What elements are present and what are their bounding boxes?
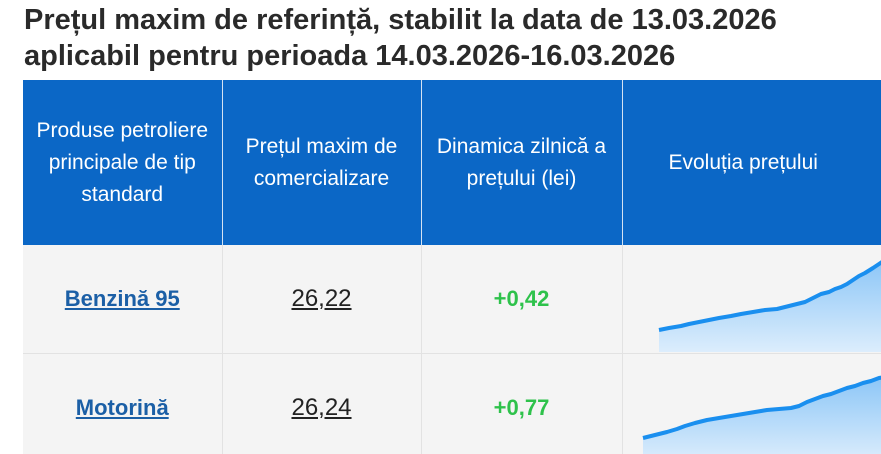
max-price-value[interactable]: 26,24 [291,394,352,421]
price-sparkline-chart [658,259,881,352]
sparkline-line [658,259,881,332]
table-row: Motorină 26,24 +0,77 [23,353,881,454]
price-table-container: Produse petroliere principale de tip sta… [23,80,881,454]
price-cell: 26,22 [222,245,422,354]
price-cell: 26,24 [222,353,422,454]
price-sparkline-chart [642,375,881,454]
change-cell: +0,42 [421,245,623,354]
table-row: Benzină 95 26,22 +0,42 [23,245,881,354]
product-link-benzina-95[interactable]: Benzină 95 [64,286,180,311]
product-cell: Benzină 95 [23,245,223,354]
sparkline-area [658,262,881,352]
daily-change-value: +0,77 [493,395,550,420]
header-max-price: Prețul maxim de comercializare [222,80,422,245]
header-product: Produse petroliere principale de tip sta… [23,80,223,245]
title-line-1: Prețul maxim de referință, stabilit la d… [24,4,777,36]
header-price-evolution: Evoluția prețului [622,80,881,245]
title-line-2: aplicabil pentru perioada 14.03.2026-16.… [24,40,676,72]
product-link-motorina[interactable]: Motorină [75,395,169,420]
product-cell: Motorină [23,353,223,454]
sparkline-cell [622,353,881,454]
price-table: Produse petroliere principale de tip sta… [23,80,881,454]
header-daily-change: Dinamica zilnică a prețului (lei) [421,80,623,245]
table-header-row: Produse petroliere principale de tip sta… [23,80,881,245]
max-price-value[interactable]: 26,22 [291,285,352,312]
sparkline-cell [622,245,881,354]
daily-change-value: +0,42 [493,286,550,311]
sparkline-line [642,375,881,440]
page-title: Prețul maxim de referință, stabilit la d… [24,2,777,74]
change-cell: +0,77 [421,353,623,454]
